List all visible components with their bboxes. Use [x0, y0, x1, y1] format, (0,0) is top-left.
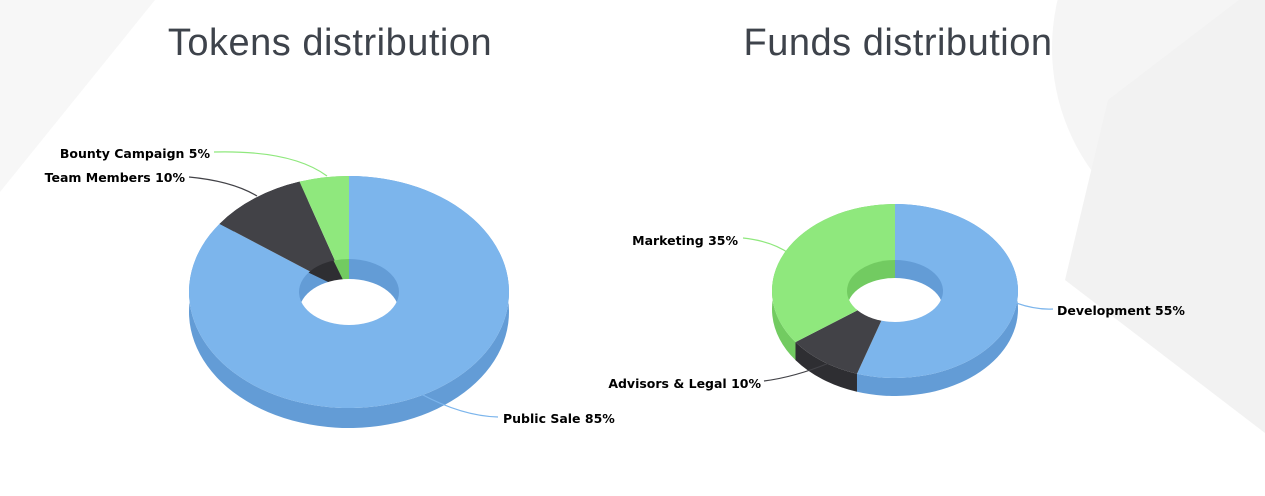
callout-team-members: Team Members 10% — [44, 170, 185, 185]
funds-chart-title: Funds distribution — [743, 22, 1053, 64]
funds-connector-development — [1015, 302, 1054, 310]
decoration-triangle-top-left — [0, 0, 155, 192]
funds-connector-marketing — [742, 237, 791, 255]
funds-slice-marketing[interactable] — [772, 204, 895, 343]
tokens-slice-team-members[interactable] — [219, 181, 349, 292]
funds-slice-side-advisors-legal — [795, 342, 857, 392]
tokens-donut-hole — [299, 279, 399, 325]
funds-slice-side-development — [856, 204, 1019, 397]
tokens-connector-public-sale — [420, 393, 499, 418]
callout-marketing: Marketing 35% — [632, 233, 738, 248]
callout-development: Development 55% — [1057, 303, 1185, 318]
tokens-connector-bounty-campaign — [213, 151, 328, 177]
callout-bounty-campaign: Bounty Campaign 5% — [59, 146, 210, 161]
tokens-connector-team-members — [188, 176, 258, 197]
callout-advisors-legal: Advisors & Legal 10% — [608, 376, 761, 391]
funds-donut-hole — [847, 278, 943, 322]
callout-public-sale: Public Sale 85% — [503, 411, 615, 426]
tokens-chart-title: Tokens distribution — [167, 22, 493, 64]
funds-connector-advisors-legal — [763, 362, 830, 382]
decoration-diagonal-band-right — [1065, 0, 1265, 433]
